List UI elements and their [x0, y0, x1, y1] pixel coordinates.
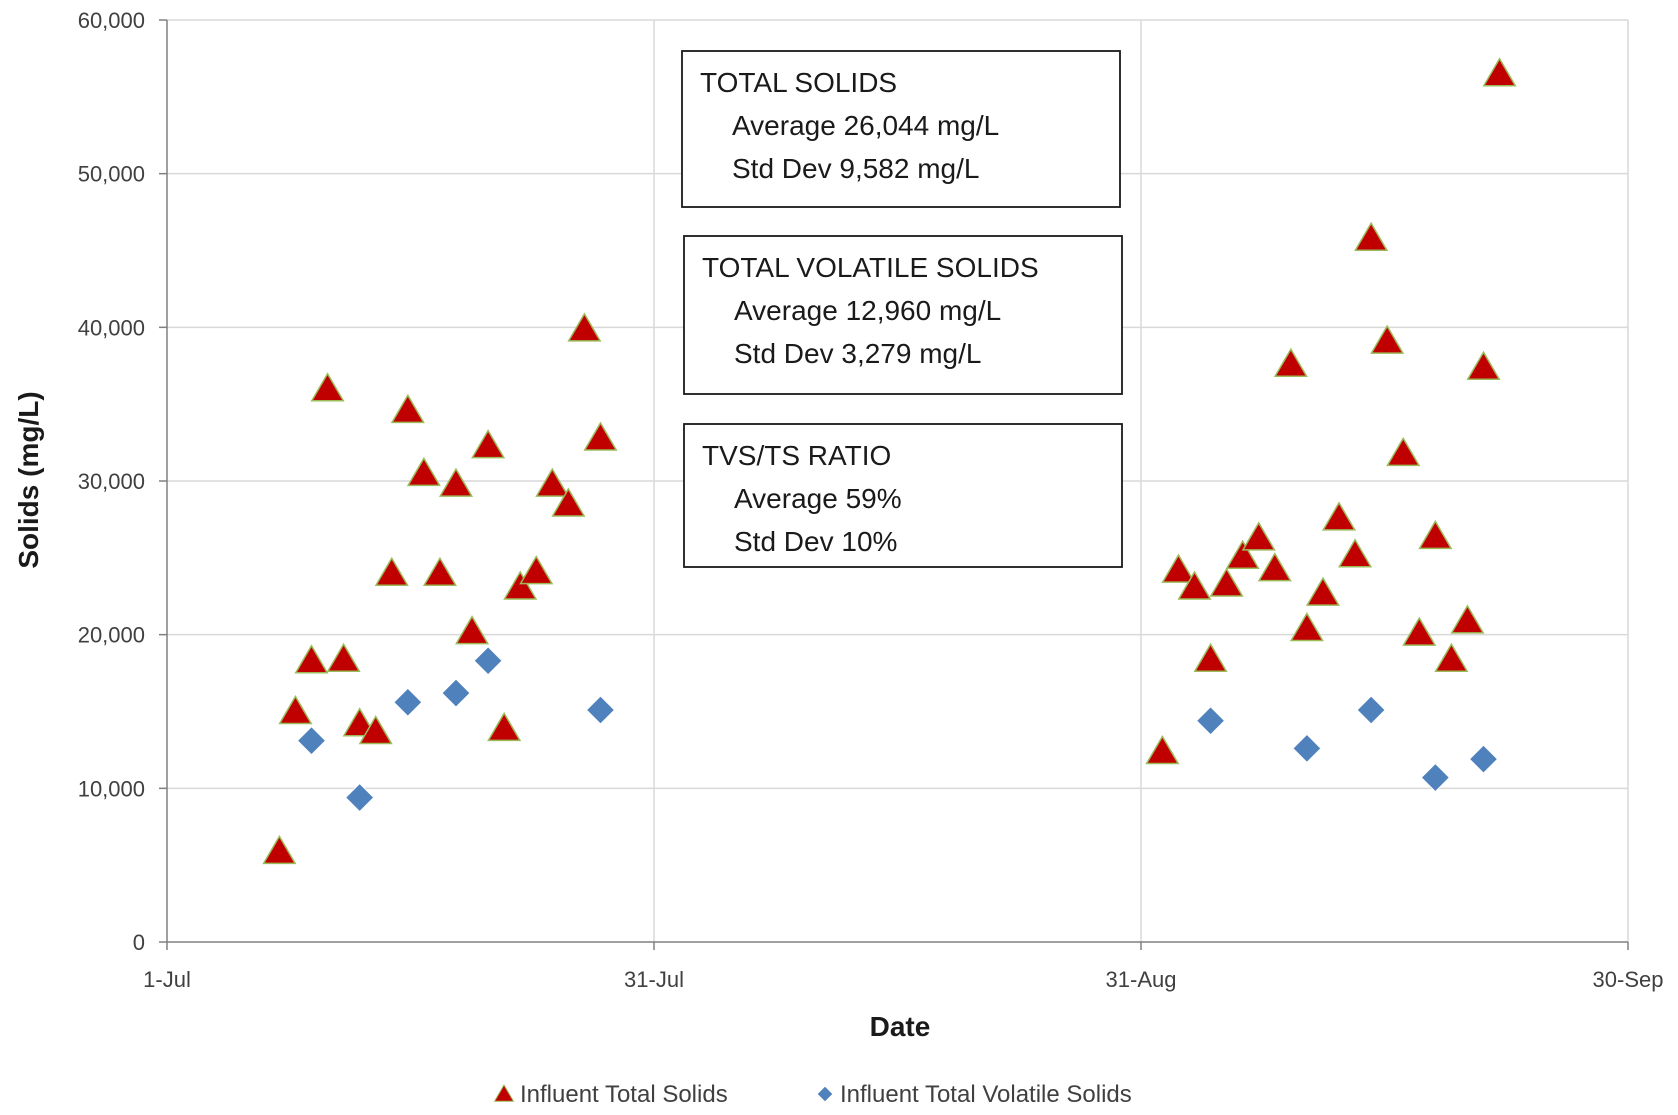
ts-point	[1161, 553, 1196, 583]
ts-point	[471, 429, 506, 459]
ts-point	[1321, 501, 1357, 531]
ts-point	[390, 393, 425, 424]
ts-point	[326, 642, 361, 673]
ts-point	[454, 615, 490, 645]
ts-point	[1338, 538, 1373, 568]
tvs-point	[585, 695, 616, 725]
tvs-point	[344, 782, 375, 813]
stat-box: TVS/TS RATIO Average 59% Std Dev 10%	[683, 423, 1123, 568]
stat-box-line: Average 26,044 mg/L	[732, 110, 999, 141]
y-tick-label: 10,000	[78, 776, 145, 801]
data-points	[262, 57, 1517, 865]
tvs-point	[473, 646, 503, 676]
ts-point	[1370, 324, 1405, 354]
y-tick-label: 60,000	[78, 8, 145, 33]
ts-point	[1257, 552, 1292, 582]
series-total-volatile-solids	[296, 646, 1499, 813]
ts-point	[1482, 57, 1517, 87]
ts-point	[1193, 642, 1228, 673]
ts-point	[1177, 570, 1212, 600]
ts-point	[278, 695, 313, 725]
ts-point	[535, 467, 570, 497]
stat-box-title: TVS/TS RATIO	[702, 440, 891, 471]
ts-point	[374, 556, 409, 586]
y-tick-label: 50,000	[78, 162, 145, 187]
ts-point	[1386, 436, 1421, 467]
stat-box-title: TOTAL SOLIDS	[700, 67, 897, 98]
legend-marker-total-solids	[493, 1084, 515, 1102]
legend-label-total-volatile-solids: Influent Total Volatile Solids	[840, 1081, 1132, 1108]
tvs-point	[296, 725, 327, 756]
tvs-point	[1292, 733, 1322, 764]
ts-point	[1418, 519, 1453, 550]
ts-point	[583, 421, 618, 451]
y-tick-label: 30,000	[78, 469, 145, 494]
stat-box-frame	[683, 423, 1123, 568]
x-tick-label: 30-Sep	[1593, 967, 1664, 992]
stat-box-frame	[681, 50, 1121, 208]
tvs-point	[393, 687, 423, 717]
ts-point	[1402, 616, 1437, 646]
ts-point	[310, 372, 345, 402]
ts-point	[487, 711, 522, 742]
ts-point	[503, 570, 538, 600]
ts-point	[1450, 604, 1485, 634]
stat-box-line: Average 59%	[734, 483, 902, 514]
x-tick-label: 31-Aug	[1106, 967, 1177, 992]
ts-point	[1209, 567, 1244, 597]
ts-point	[1289, 612, 1324, 642]
x-axis-title: Date	[870, 1011, 931, 1042]
y-tick-label: 40,000	[78, 315, 145, 340]
legend-label-total-solids: Influent Total Solids	[520, 1081, 728, 1108]
ts-point	[1145, 734, 1180, 765]
stat-box-title: TOTAL VOLATILE SOLIDS	[702, 252, 1039, 283]
stat-box-line: Std Dev 9,582 mg/L	[732, 153, 979, 184]
stat-box-line: Average 12,960 mg/L	[734, 295, 1001, 326]
y-tick-label: 0	[133, 930, 145, 955]
ts-point	[567, 312, 602, 342]
y-axis-title: Solids (mg/L)	[13, 391, 44, 568]
tvs-point	[1195, 706, 1226, 736]
stat-box: TOTAL VOLATILE SOLIDS Average 12,960 mg/L…	[683, 235, 1123, 395]
stat-box-frame	[683, 235, 1123, 395]
stat-box: TOTAL SOLIDS Average 26,044 mg/L Std Dev 9…	[681, 50, 1121, 208]
ts-point	[1305, 576, 1341, 606]
tvs-point	[1420, 762, 1451, 793]
ts-point	[1225, 539, 1260, 570]
x-tick-labels: 1-Jul 31-Jul 31-Aug 30-Sep	[143, 967, 1663, 992]
ts-point	[406, 456, 441, 487]
ts-point	[294, 644, 329, 674]
x-tick-label: 1-Jul	[143, 967, 191, 992]
axes	[159, 19, 1629, 950]
legend: Influent Total Solids Influent Total Vola…	[493, 1081, 1132, 1108]
series-total-solids	[262, 57, 1517, 865]
ts-point	[422, 556, 457, 586]
x-tick-label: 31-Jul	[624, 967, 684, 992]
ts-point	[262, 834, 297, 865]
y-tick-label: 20,000	[78, 623, 145, 648]
ts-point	[1466, 350, 1501, 381]
tvs-point	[1356, 695, 1386, 725]
ts-point	[438, 467, 474, 497]
ts-point	[1434, 642, 1469, 673]
ts-point	[551, 487, 586, 517]
tvs-point	[441, 678, 471, 708]
tvs-point	[1468, 744, 1499, 774]
ts-point	[358, 714, 393, 745]
legend-marker-total-volatile-solids	[816, 1085, 834, 1103]
ts-point	[519, 555, 554, 585]
ts-point	[1273, 347, 1308, 377]
ts-point	[1241, 521, 1276, 551]
stat-box-line: Std Dev 10%	[734, 526, 897, 557]
y-tick-labels: 0 10,000 20,000 30,000 40,000 50,000 60,000	[78, 8, 145, 955]
stat-annotation-boxes: TOTAL SOLIDS Average 26,044 mg/L Std Dev 9…	[681, 50, 1123, 568]
stat-box-line: Std Dev 3,279 mg/L	[734, 338, 981, 369]
ts-point	[1354, 221, 1389, 251]
